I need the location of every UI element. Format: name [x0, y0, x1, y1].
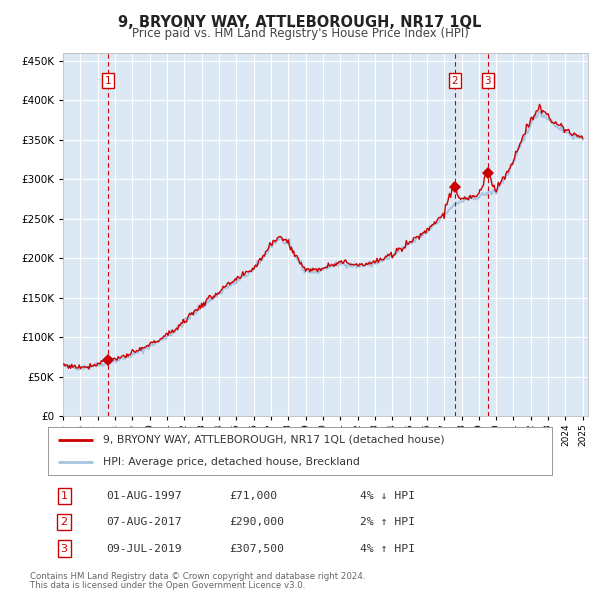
Text: HPI: Average price, detached house, Breckland: HPI: Average price, detached house, Brec… — [103, 457, 361, 467]
Text: 9, BRYONY WAY, ATTLEBOROUGH, NR17 1QL: 9, BRYONY WAY, ATTLEBOROUGH, NR17 1QL — [118, 15, 482, 30]
Text: 2: 2 — [61, 517, 68, 527]
Text: 4% ↓ HPI: 4% ↓ HPI — [361, 491, 415, 501]
Text: 9, BRYONY WAY, ATTLEBOROUGH, NR17 1QL (detached house): 9, BRYONY WAY, ATTLEBOROUGH, NR17 1QL (d… — [103, 435, 445, 445]
Text: 2: 2 — [451, 76, 458, 86]
Text: Contains HM Land Registry data © Crown copyright and database right 2024.: Contains HM Land Registry data © Crown c… — [30, 572, 365, 581]
Text: £290,000: £290,000 — [229, 517, 284, 527]
Text: 1: 1 — [104, 76, 111, 86]
Text: £307,500: £307,500 — [229, 543, 284, 553]
Text: 1: 1 — [61, 491, 68, 501]
Text: £71,000: £71,000 — [229, 491, 278, 501]
Text: Price paid vs. HM Land Registry's House Price Index (HPI): Price paid vs. HM Land Registry's House … — [131, 27, 469, 40]
Text: This data is licensed under the Open Government Licence v3.0.: This data is licensed under the Open Gov… — [30, 581, 305, 589]
Text: 07-AUG-2017: 07-AUG-2017 — [106, 517, 182, 527]
Text: 4% ↑ HPI: 4% ↑ HPI — [361, 543, 415, 553]
Text: 2% ↑ HPI: 2% ↑ HPI — [361, 517, 415, 527]
Text: 09-JUL-2019: 09-JUL-2019 — [106, 543, 182, 553]
Text: 3: 3 — [61, 543, 68, 553]
Text: 3: 3 — [485, 76, 491, 86]
Text: 01-AUG-1997: 01-AUG-1997 — [106, 491, 182, 501]
